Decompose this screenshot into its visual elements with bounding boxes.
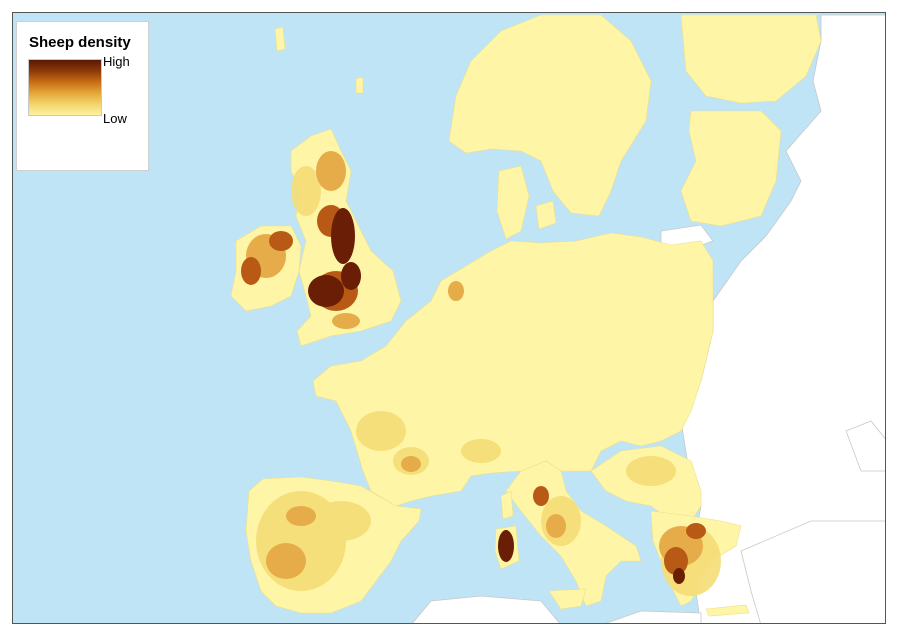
map-frame (12, 12, 886, 624)
legend-title: Sheep density (29, 34, 131, 51)
sicily (548, 588, 587, 610)
non-data-land (412, 14, 885, 623)
denmark (496, 165, 530, 240)
legend: Sheep density High Low (16, 21, 149, 171)
legend-high-label: High (103, 54, 130, 69)
finland (680, 14, 822, 104)
corsica (500, 490, 514, 520)
legend-low-label: Low (103, 111, 127, 126)
density-very-high (308, 208, 685, 584)
baltics (680, 110, 782, 227)
sheep-density-map (13, 13, 885, 623)
continent (312, 232, 714, 507)
legend-color-ramp (28, 59, 102, 116)
scandinavia (448, 14, 652, 217)
